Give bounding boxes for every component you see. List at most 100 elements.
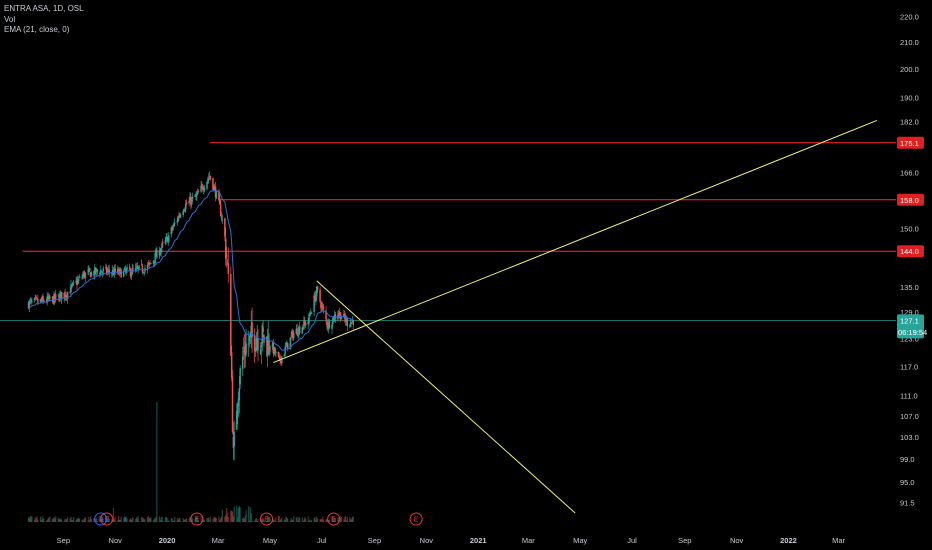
event-marker-label: E: [104, 517, 109, 524]
candle-body: [321, 305, 324, 307]
volume-bar: [125, 516, 127, 522]
volume-bar: [164, 517, 166, 522]
candle-body: [283, 354, 286, 357]
volume-bar: [334, 518, 336, 522]
candle-body: [338, 313, 340, 315]
volume-bar: [135, 519, 137, 522]
volume-bar: [81, 519, 83, 522]
candle-body: [42, 295, 44, 300]
candle-body: [82, 275, 84, 278]
price-level-badge-label: 175.1: [900, 139, 919, 148]
candle-body: [43, 300, 45, 302]
candle-body: [315, 286, 318, 296]
candle-body: [190, 197, 193, 205]
candle-body: [140, 264, 143, 265]
volume-bar: [266, 516, 268, 522]
volume-bar: [327, 520, 330, 522]
candle-body: [267, 336, 269, 355]
candle-body: [328, 321, 331, 329]
y-tick-label: 220.0: [900, 12, 919, 21]
candle-body: [230, 352, 233, 378]
legend-volume[interactable]: Vol: [4, 14, 16, 24]
candle-body: [176, 220, 179, 223]
candle-body: [188, 200, 190, 204]
volume-bar: [84, 517, 87, 522]
candle-body: [46, 296, 48, 303]
volume-bar: [177, 520, 179, 522]
candle-body: [108, 269, 111, 273]
candle-body: [130, 273, 133, 277]
volume-bar: [267, 517, 269, 522]
candle-body: [105, 267, 108, 273]
candle-body: [37, 299, 39, 303]
volume-bar: [345, 520, 348, 522]
candle-body: [287, 343, 289, 349]
candle-body: [185, 202, 188, 205]
volume-bar: [88, 516, 90, 522]
candle-body: [247, 343, 250, 345]
volume-bar: [123, 516, 126, 522]
candle-body: [111, 270, 114, 273]
volume-bar: [101, 518, 103, 522]
candle-body: [303, 320, 305, 329]
candle-body: [102, 268, 105, 272]
volume-bar: [118, 516, 120, 522]
candle-body: [286, 341, 288, 347]
volume-bar: [95, 518, 98, 522]
volume-bar: [161, 516, 163, 522]
y-tick-label: 166.0: [900, 168, 919, 177]
volume-bar: [218, 516, 220, 522]
earnings-marker: [409, 512, 423, 526]
legend-ema[interactable]: EMA (21, close, 0): [4, 25, 70, 34]
volume-bar: [238, 505, 240, 522]
volume-bar: [77, 518, 79, 522]
candle-body: [63, 292, 65, 299]
volume-bar: [248, 520, 251, 522]
legend-symbol[interactable]: ENTRA ASA, 1D, OSL: [4, 4, 84, 13]
volume-bar: [65, 519, 67, 522]
volume-bar: [343, 519, 345, 522]
candle-body: [40, 299, 43, 301]
volume-bar: [179, 517, 181, 522]
candle-body: [150, 263, 152, 264]
volume-bar: [295, 518, 297, 522]
candle-body: [280, 360, 282, 363]
candle-body: [170, 227, 173, 235]
candle-body: [215, 190, 218, 199]
volume-bar: [60, 519, 62, 522]
candle-body: [106, 270, 109, 273]
candle-body: [345, 318, 348, 322]
candle-body: [332, 316, 335, 321]
candle-body: [225, 253, 228, 259]
volume-bar: [172, 520, 174, 522]
candle-body: [292, 333, 295, 339]
volume-bar: [224, 516, 226, 522]
volume-bar: [180, 520, 182, 522]
volume-bar: [168, 520, 170, 522]
volume-bar: [66, 519, 68, 522]
volume-bar: [158, 516, 161, 522]
candle-body: [71, 284, 73, 286]
volume-bar: [96, 520, 98, 522]
volume-bar: [95, 518, 97, 522]
volume-bar: [197, 516, 199, 522]
volume-bar: [339, 516, 342, 522]
candle-body: [241, 356, 244, 370]
candle-body: [94, 267, 96, 276]
candle-body: [72, 281, 75, 283]
volume-bar: [126, 518, 128, 522]
volume-bar: [147, 516, 149, 522]
candle-body: [295, 328, 298, 334]
volume-bar: [102, 518, 104, 522]
volume-bar: [69, 518, 71, 522]
volume-bar: [63, 520, 65, 522]
volume-bar: [227, 516, 229, 522]
candle-body: [58, 295, 60, 301]
candle-body: [28, 300, 31, 309]
candle-body: [349, 325, 351, 327]
volume-bar: [137, 516, 139, 522]
volume-bar: [333, 517, 336, 522]
volume-bar: [230, 510, 232, 522]
volume-bar: [131, 517, 133, 522]
